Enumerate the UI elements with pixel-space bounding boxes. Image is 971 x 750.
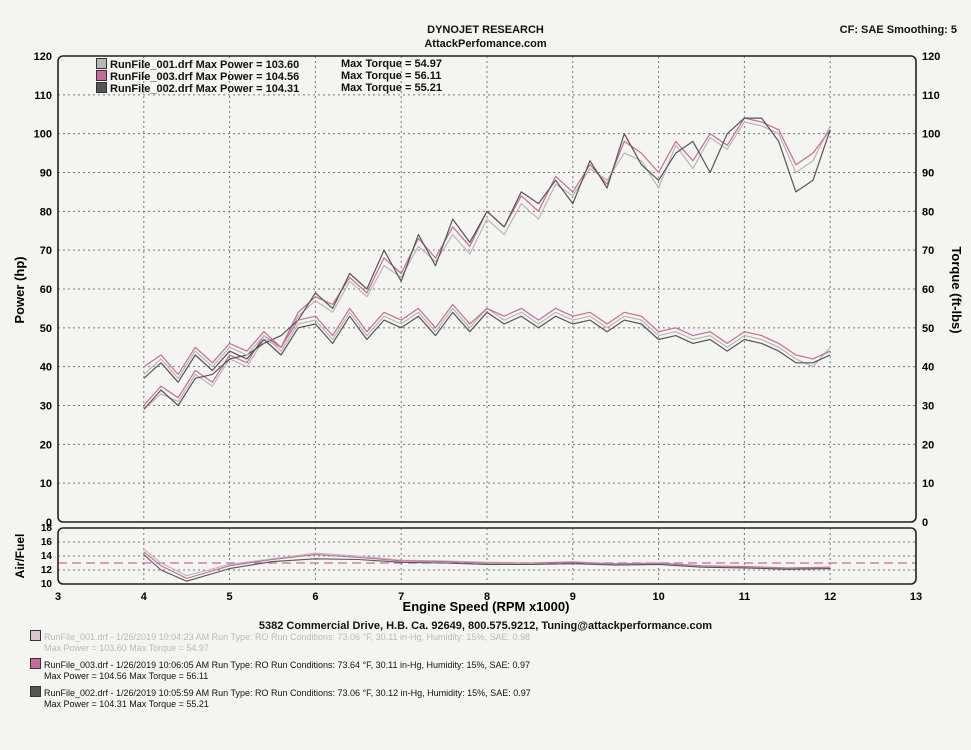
y-tick-label-left: 30 — [40, 401, 52, 413]
chart-title: DYNOJET RESEARCH — [427, 24, 544, 36]
y-axis-label-power: Power (hp) — [12, 256, 27, 323]
run-swatch — [30, 686, 41, 697]
y-tick-label-right: 110 — [922, 90, 940, 102]
y-tick-label-left: 40 — [40, 362, 52, 374]
y-tick-label-left: 90 — [40, 168, 52, 180]
y-tick-label-left: 110 — [34, 90, 52, 102]
y-tick-label-left: 70 — [40, 245, 52, 257]
y-tick-label-left: 60 — [40, 284, 52, 296]
main-plot-frame — [57, 55, 917, 523]
y-axis-label-afr: Air/Fuel — [13, 534, 27, 579]
x-tick-label: 3 — [55, 591, 61, 603]
y-tick-label-right: 0 — [922, 517, 928, 529]
y-axis-label-torque: Torque (ft-lbs) — [949, 246, 964, 333]
legend-swatch — [96, 70, 107, 81]
afr-y-tick-label: 12 — [41, 565, 53, 576]
afr-series-line-runfile-001-drf — [143, 548, 831, 577]
y-tick-label-left: 120 — [34, 51, 52, 63]
y-tick-label-right: 100 — [922, 129, 940, 141]
x-tick-label: 11 — [739, 591, 751, 603]
legend-entry-run-002[interactable]: RunFile_002.drf Max Power = 104.31 Max T… — [96, 82, 442, 95]
y-tick-label-left: 80 — [40, 206, 52, 218]
x-tick-label: 5 — [227, 591, 233, 603]
chart-subtitle: AttackPerfomance.com — [424, 38, 547, 50]
main-series — [143, 117, 831, 410]
y-tick-label-right: 60 — [922, 284, 934, 296]
y-tick-label-left: 10 — [40, 478, 52, 490]
y-tick-label-right: 80 — [922, 206, 934, 218]
run-info-003: RunFile_003.drf - 1/26/2019 10:06:05 AM … — [30, 658, 530, 682]
y-tick-label-left: 0 — [46, 517, 52, 529]
y-tick-label-left: 20 — [40, 439, 52, 451]
afr-y-tick-label: 16 — [41, 537, 53, 548]
run-info-001: RunFile_001.drf - 1/26/2019 10:04:23 AM … — [30, 630, 530, 654]
x-axis-label: Engine Speed (RPM x1000) — [403, 599, 570, 614]
run-swatch — [30, 630, 41, 641]
afr-series — [143, 548, 831, 582]
axis-ticks: 3 4 5 6 7 8 9 10 11 12 13 0 0 10 10 20 20 30 30 40 40 50 50 60 6… — [34, 51, 941, 603]
x-tick-label: 7 — [398, 591, 404, 603]
series-line-torque-runfile-002-drf — [143, 311, 831, 383]
afr-series-line-runfile-003-drf — [143, 551, 831, 579]
legend-swatch — [96, 58, 107, 69]
x-tick-label: 10 — [652, 591, 664, 603]
y-tick-label-right: 40 — [922, 362, 934, 374]
series-line-power-runfile-001-drf — [143, 121, 831, 410]
afr-y-tick-label: 18 — [41, 523, 53, 534]
main-grid — [58, 56, 916, 522]
run-swatch — [30, 658, 41, 669]
y-tick-label-right: 10 — [922, 478, 934, 490]
x-tick-label: 9 — [570, 591, 576, 603]
series-line-power-runfile-002-drf — [143, 117, 831, 410]
y-tick-label-right: 50 — [922, 323, 934, 335]
afr-y-tick-label: 14 — [41, 551, 53, 562]
series-line-torque-runfile-003-drf — [143, 303, 831, 375]
y-tick-label-right: 90 — [922, 168, 934, 180]
y-tick-label-left: 100 — [34, 129, 52, 141]
y-tick-label-right: 30 — [922, 401, 934, 413]
x-tick-label: 8 — [484, 591, 490, 603]
x-tick-label: 12 — [824, 591, 836, 603]
afr-series-line-runfile-002-drf — [143, 554, 831, 582]
x-tick-label: 6 — [312, 591, 318, 603]
y-tick-label-right: 20 — [922, 439, 934, 451]
y-tick-label-left: 50 — [40, 323, 52, 335]
y-tick-label-right: 120 — [922, 51, 940, 63]
run-info-002: RunFile_002.drf - 1/26/2019 10:05:59 AM … — [30, 686, 531, 710]
cf-smoothing-label: CF: SAE Smoothing: 5 — [839, 24, 957, 36]
legend-entry-run-001[interactable]: RunFile_001.drf Max Power = 103.60 Max T… — [96, 58, 442, 71]
y-tick-label-right: 70 — [922, 245, 934, 257]
afr-y-tick-label: 10 — [41, 579, 53, 590]
footer-address: 5382 Commercial Drive, H.B. Ca. 92649, 8… — [258, 620, 713, 632]
x-tick-label: 4 — [141, 591, 148, 603]
x-tick-label: 13 — [910, 591, 922, 603]
legend-entry-run-003[interactable]: RunFile_003.drf Max Power = 104.56 Max T… — [96, 70, 441, 83]
legend-swatch — [96, 82, 107, 93]
afr-plot-frame — [57, 527, 917, 585]
